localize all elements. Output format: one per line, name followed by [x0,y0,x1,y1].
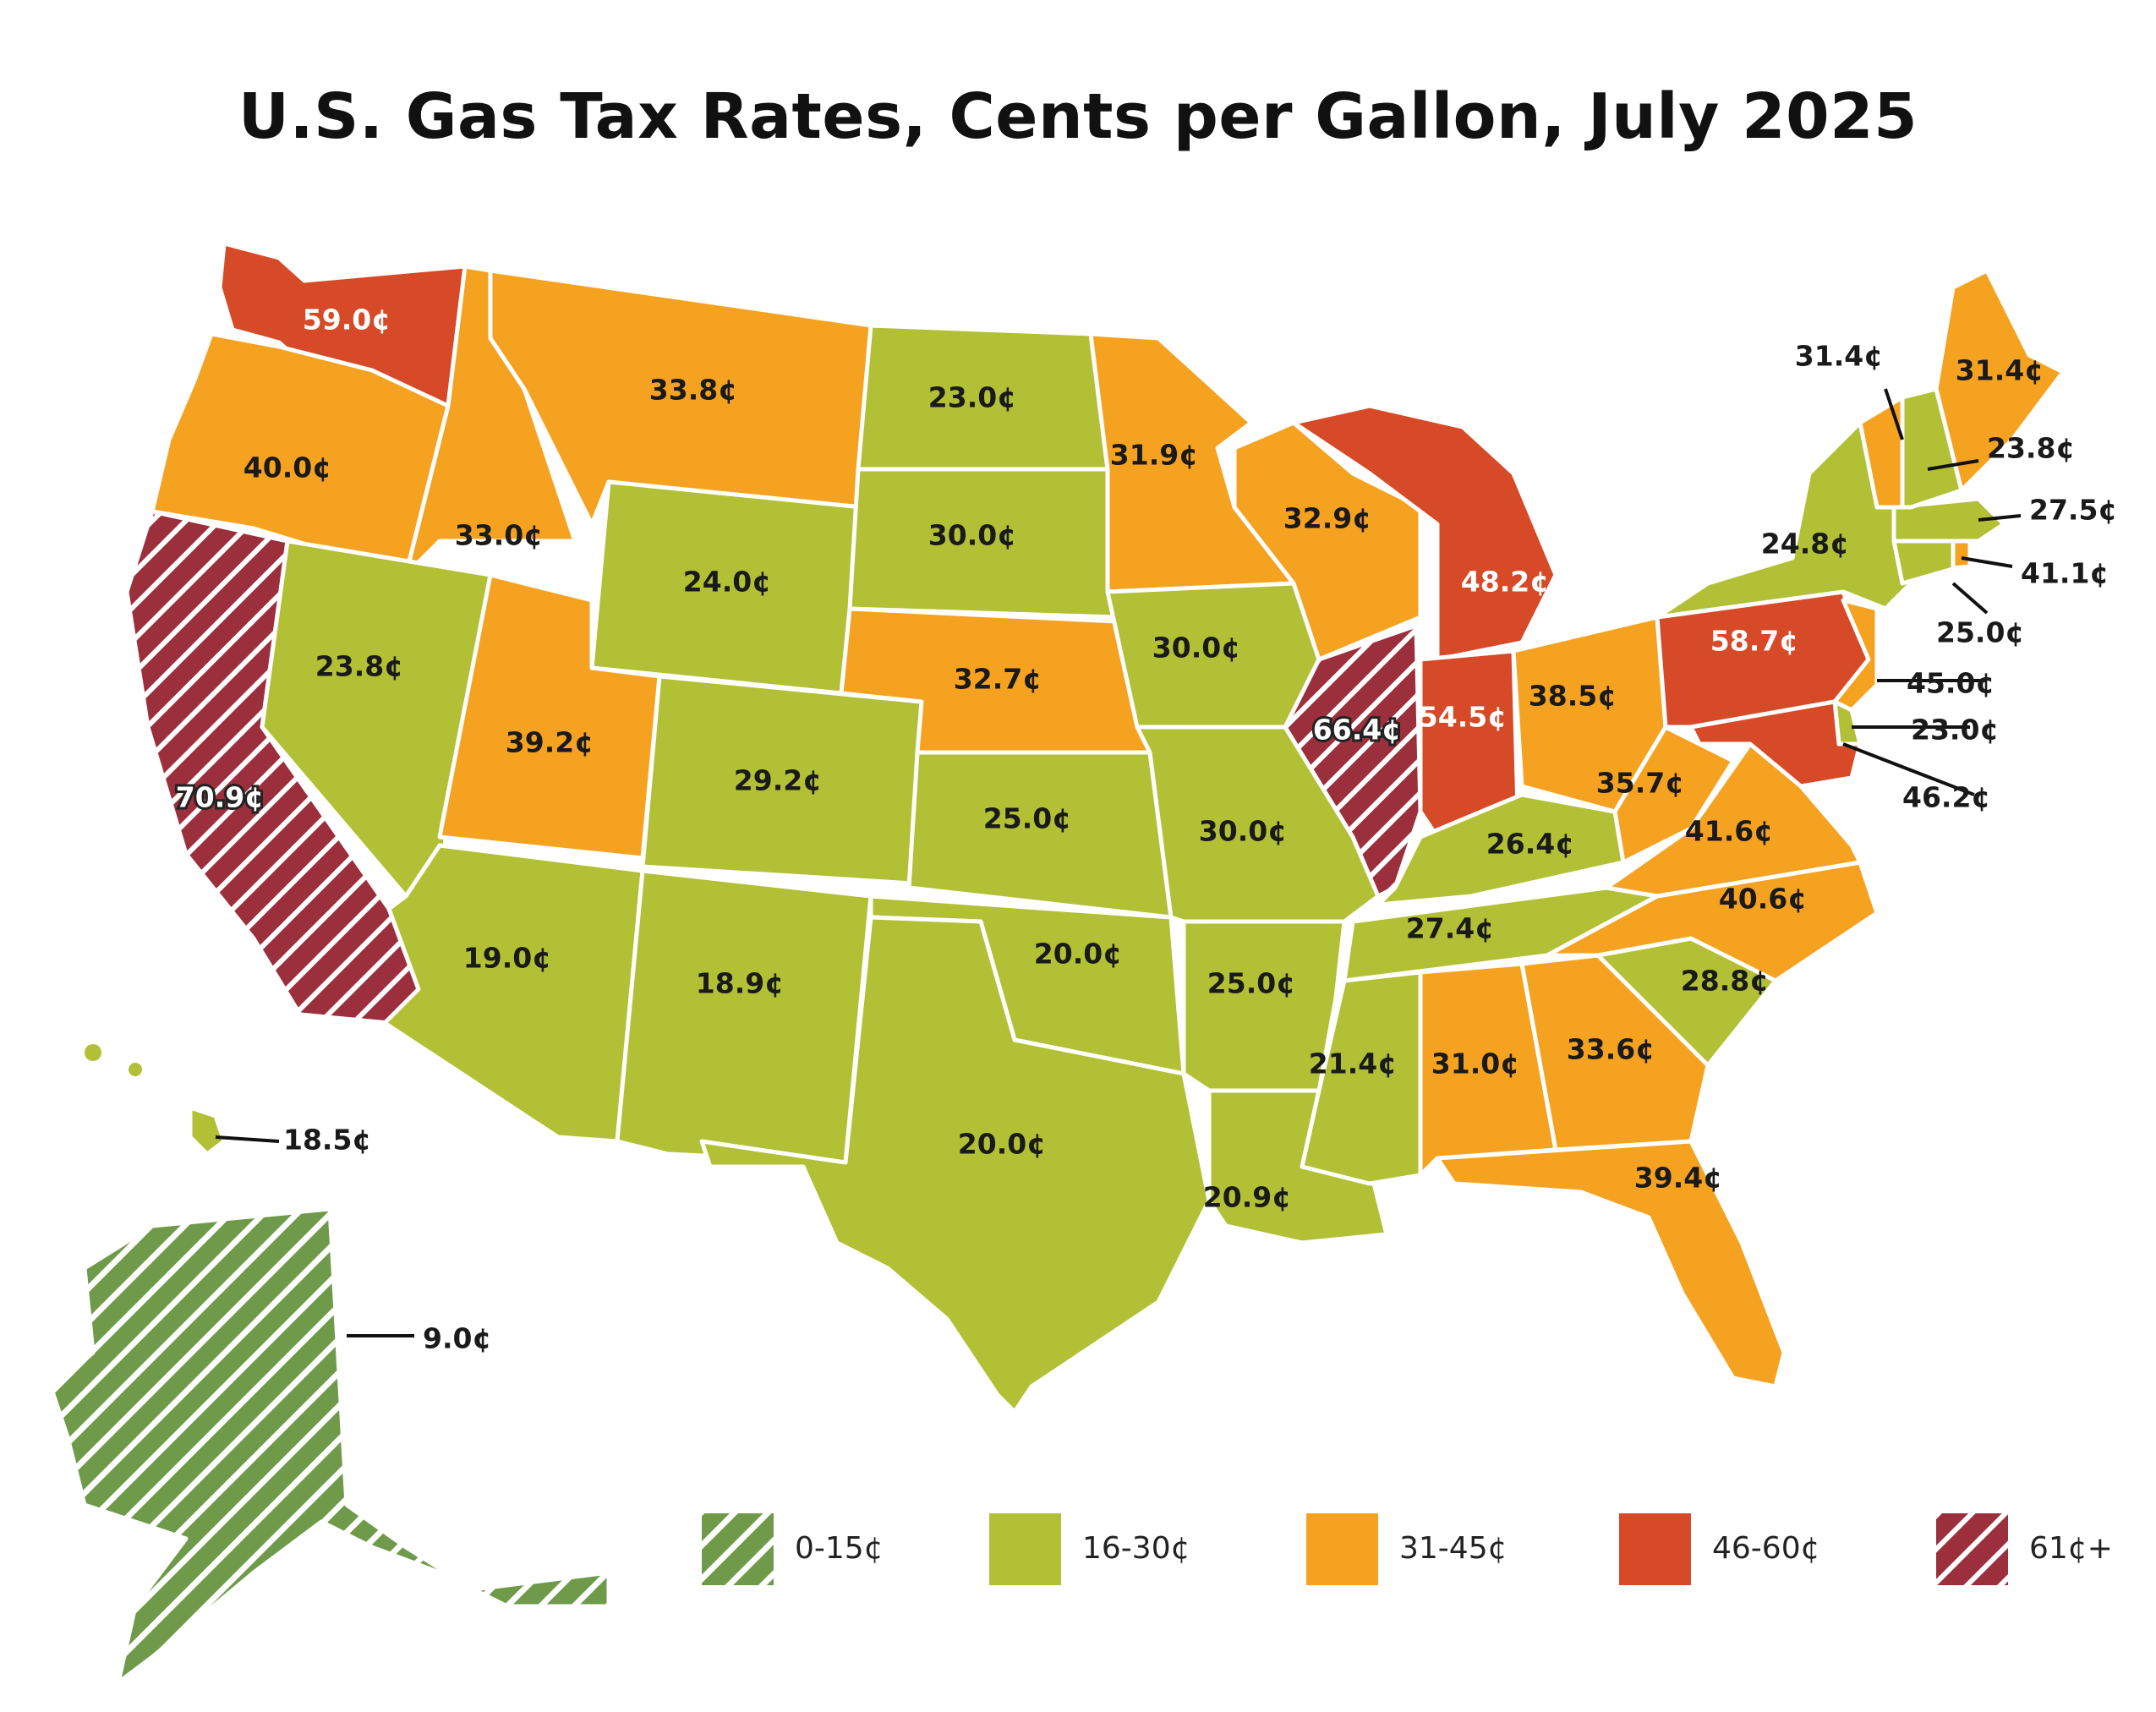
legend-label: 0-15¢ [795,1531,884,1566]
label-FL: 39.4¢ [1634,1162,1722,1195]
label-NY: 24.8¢ [1761,528,1849,561]
state-IL[interactable] [1283,623,1423,899]
label-NH: 23.8¢ [1987,432,2075,465]
state-NM[interactable] [615,868,873,1165]
label-TN: 27.4¢ [1406,912,1494,945]
label-PA: 58.7¢ [1710,625,1798,658]
label-KY: 26.4¢ [1486,828,1574,861]
label-NE: 32.7¢ [954,663,1042,696]
label-AR: 25.0¢ [1207,967,1295,1000]
state-AK[interactable] [48,1206,611,1685]
label-MO: 30.0¢ [1199,815,1287,848]
state-FL[interactable] [1435,1139,1787,1389]
label-VA: 41.6¢ [1685,815,1773,848]
label-ME: 31.4¢ [1956,354,2044,387]
state-KS[interactable] [906,750,1174,920]
label-AL: 31.0¢ [1431,1047,1519,1080]
state-MD[interactable] [1688,699,1863,789]
state-HI[interactable] [188,1105,227,1157]
label-IN: 54.5¢ [1419,701,1507,734]
label-NJ: 45.0¢ [1907,667,1995,700]
state-NH[interactable] [1900,386,1964,510]
legend-label: 31-45¢ [1399,1531,1508,1566]
label-WY: 24.0¢ [683,566,771,599]
legend: 0-15¢ 16-30¢ 31-45¢ 46-60¢ 61¢+ [702,1513,2113,1585]
label-CO: 29.2¢ [734,764,822,797]
state-TX[interactable] [699,915,1212,1414]
label-WV: 35.7¢ [1596,767,1684,800]
state-ME[interactable] [1934,268,2066,493]
label-OK: 20.0¢ [1034,938,1122,971]
legend-item-2: 31-45¢ [1306,1513,1508,1585]
label-ND: 23.0¢ [928,381,1016,414]
label-NM: 18.9¢ [696,967,784,1000]
legend-swatch [1936,1513,2008,1585]
legend-label: 16-30¢ [1082,1531,1190,1566]
legend-label: 46-60¢ [1712,1531,1820,1566]
label-CA: 70.9¢ [176,781,264,814]
label-WI: 32.9¢ [1283,502,1371,535]
legend-item-1: 16-30¢ [989,1513,1190,1585]
label-WA: 59.0¢ [303,304,391,336]
state-RI[interactable] [1951,539,1973,571]
legend-item-4: 61¢+ [1936,1513,2113,1585]
label-SD: 30.0¢ [928,519,1016,552]
label-RI: 41.1¢ [2021,557,2109,590]
legend-label: 61¢+ [2029,1531,2113,1566]
label-OH: 38.5¢ [1529,680,1617,713]
label-NV: 23.8¢ [315,650,403,683]
label-GA: 33.6¢ [1567,1033,1655,1066]
state-HI-island-2 [129,1063,142,1076]
state-MA[interactable] [1891,496,2006,544]
label-MT: 33.8¢ [649,374,737,407]
label-AK: 9.0¢ [423,1322,491,1355]
label-LA: 20.9¢ [1203,1181,1291,1214]
label-MN: 31.9¢ [1110,439,1198,472]
label-MS: 21.4¢ [1309,1047,1397,1080]
label-VT: 31.4¢ [1795,340,1883,373]
state-AZ[interactable] [382,843,645,1144]
leader-lines [215,388,2022,1337]
legend-item-0: 0-15¢ [702,1513,884,1585]
label-IA: 30.0¢ [1152,632,1240,665]
label-HI: 18.5¢ [283,1124,371,1157]
state-HI-island [85,1044,101,1061]
legend-item-3: 46-60¢ [1619,1513,1820,1585]
label-OR: 40.0¢ [244,451,331,484]
label-DE: 23.0¢ [1911,714,1999,747]
legend-swatch [1619,1513,1691,1585]
state-WI[interactable] [1232,420,1423,662]
legend-swatch [702,1513,774,1585]
label-MA: 27.5¢ [2029,494,2117,527]
legend-swatch [1306,1513,1378,1585]
map-title: U.S. Gas Tax Rates, Cents per Gallon, Ju… [238,80,1918,153]
label-SC: 28.8¢ [1681,965,1769,998]
label-UT: 39.2¢ [506,726,594,759]
label-MI: 48.2¢ [1461,566,1549,599]
label-IL: 66.4¢ [1313,714,1401,747]
label-ID: 33.0¢ [455,519,543,552]
label-MD: 46.2¢ [1902,781,1990,814]
states-layer [48,241,2066,1685]
label-TX: 20.0¢ [958,1128,1046,1161]
label-NC: 40.6¢ [1719,883,1807,916]
state-labels: 59.0¢ 40.0¢ 70.9¢ 33.0¢ 23.8¢ 33.8¢ 24.0… [173,304,2118,1355]
label-AZ: 19.0¢ [463,942,551,975]
label-CT: 25.0¢ [1936,616,2024,649]
state-MI[interactable] [1291,403,1558,662]
legend-swatch [989,1513,1061,1585]
label-KS: 25.0¢ [983,802,1071,835]
state-KY[interactable] [1376,792,1626,907]
